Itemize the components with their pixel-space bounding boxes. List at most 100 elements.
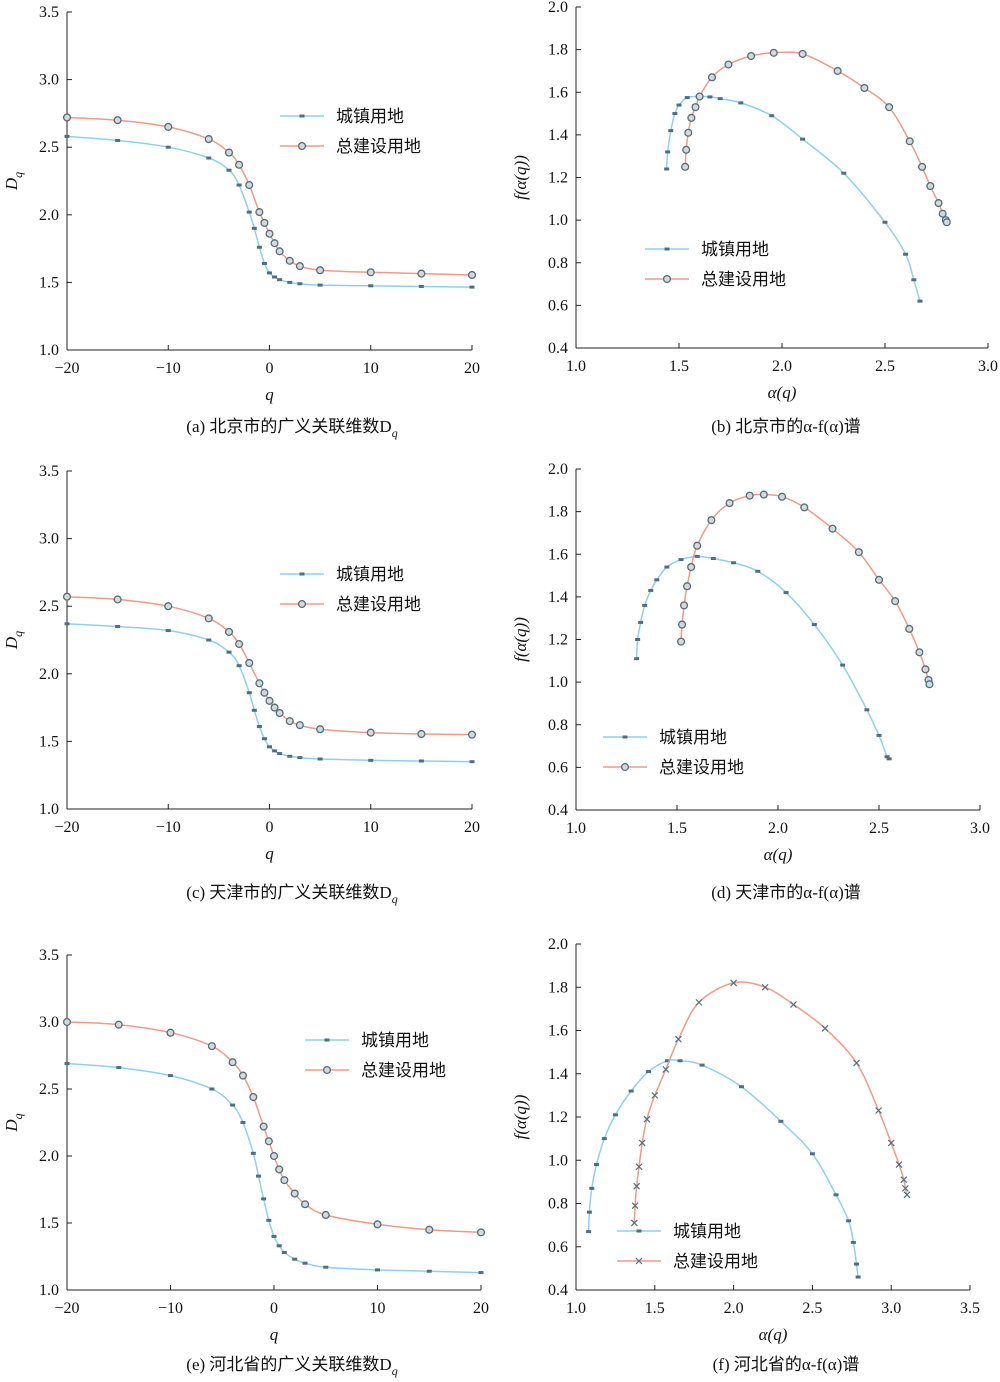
data-point xyxy=(717,97,723,101)
y-tick-label: 3.5 xyxy=(39,463,59,480)
data-point xyxy=(116,1066,122,1070)
data-point xyxy=(469,760,475,764)
data-point xyxy=(255,1174,261,1178)
data-point xyxy=(417,269,426,278)
data-point xyxy=(854,1262,860,1266)
data-point xyxy=(853,1059,860,1067)
data-point xyxy=(260,688,269,697)
x-tick-label: 20 xyxy=(473,1300,489,1317)
data-point xyxy=(272,749,278,753)
series-total-construction-land xyxy=(630,979,911,1227)
data-point xyxy=(850,1240,856,1244)
data-point xyxy=(634,657,640,661)
data-point xyxy=(638,620,644,624)
data-point xyxy=(694,554,700,558)
data-point xyxy=(295,262,304,271)
data-point xyxy=(635,638,641,641)
x-tick-label: 0 xyxy=(270,1300,278,1317)
caption-main: (a) 北京市的广义关联维数D xyxy=(186,417,391,436)
data-point xyxy=(901,1184,909,1192)
caption-sub: q xyxy=(392,1364,398,1378)
data-point xyxy=(798,49,807,58)
data-point xyxy=(884,755,890,759)
legend-marker xyxy=(299,572,305,576)
y-tick-label: 1.8 xyxy=(548,504,568,521)
legend-marker xyxy=(297,141,307,151)
y-tick-label: 3.5 xyxy=(39,947,59,964)
data-point xyxy=(612,1113,618,1117)
data-point xyxy=(226,168,232,172)
data-point xyxy=(747,51,756,61)
y-tick-label: 2.5 xyxy=(39,598,59,615)
data-point xyxy=(295,721,304,730)
data-point xyxy=(900,1176,908,1184)
x-tick-label: 1.0 xyxy=(566,1300,586,1317)
data-point xyxy=(277,752,283,756)
data-point xyxy=(261,1197,267,1201)
data-point xyxy=(297,282,303,286)
x-tick-label: 1.0 xyxy=(566,358,586,375)
y-tick-label: 1.8 xyxy=(548,979,568,996)
data-point xyxy=(855,1275,861,1279)
data-point xyxy=(938,209,947,218)
chart-panel-b: 1.0 1.5 2.0 2.5 3.0 0.4 0.6 0.8 1.0 1.2 1.4 1.6 1.8 2… xyxy=(511,0,998,436)
data-point xyxy=(113,595,122,604)
series-total-construction-land xyxy=(681,48,951,227)
data-point xyxy=(683,582,692,591)
data-point xyxy=(62,113,72,122)
y-tick-label: 1.0 xyxy=(39,1282,59,1299)
data-point xyxy=(302,1261,308,1265)
data-point xyxy=(687,113,696,122)
data-point xyxy=(891,597,900,606)
data-point xyxy=(113,116,122,125)
y-tick-label: 1.0 xyxy=(39,342,59,359)
legend-label: 总建设用地 xyxy=(336,137,421,157)
data-point xyxy=(630,1219,638,1227)
legend-label: 总建设用地 xyxy=(361,1061,446,1081)
data-point xyxy=(256,725,262,729)
data-point xyxy=(226,650,232,654)
data-point xyxy=(62,592,72,601)
y-tick-label: 3.0 xyxy=(39,531,59,548)
data-point xyxy=(921,665,930,674)
y-axis-label-sub: q xyxy=(11,1113,25,1119)
y-tick-label: 2.0 xyxy=(39,666,59,683)
y-axis-label: f(α(q)) xyxy=(511,155,530,200)
data-point xyxy=(809,1152,815,1156)
data-point xyxy=(285,717,294,726)
data-point xyxy=(418,284,424,288)
legend-marker xyxy=(297,599,307,609)
data-point xyxy=(675,1035,682,1043)
caption-main: (b) 北京市的α-f(α)谱 xyxy=(711,417,861,436)
x-tick-label: 20 xyxy=(464,360,480,377)
series-line xyxy=(66,135,473,288)
series-line xyxy=(66,1021,482,1234)
data-point xyxy=(261,737,267,741)
data-point xyxy=(676,637,686,646)
data-point xyxy=(633,1182,641,1190)
data-point xyxy=(903,252,909,256)
data-point xyxy=(261,261,267,265)
data-point xyxy=(662,1066,670,1073)
x-tick-label: 10 xyxy=(363,819,379,836)
data-point xyxy=(691,103,700,112)
data-point xyxy=(677,1059,683,1063)
data-point xyxy=(864,708,870,712)
y-axis-label-main: D xyxy=(2,636,21,650)
data-point xyxy=(731,561,737,565)
legend-label: 总建设用地 xyxy=(701,270,786,290)
data-point xyxy=(628,1089,634,1093)
data-point xyxy=(469,285,475,289)
data-point xyxy=(264,1137,273,1146)
data-point xyxy=(918,162,927,171)
y-tick-label: 2.0 xyxy=(548,461,568,478)
data-point xyxy=(895,1161,903,1168)
data-point xyxy=(672,112,678,116)
data-point xyxy=(165,629,171,633)
data-point xyxy=(586,1230,592,1234)
data-point xyxy=(275,708,284,718)
y-tick-label: 1.0 xyxy=(548,212,568,229)
caption: (b) 北京市的α-f(α)谱 xyxy=(711,417,861,436)
data-point xyxy=(275,247,284,256)
data-point xyxy=(280,1176,289,1185)
